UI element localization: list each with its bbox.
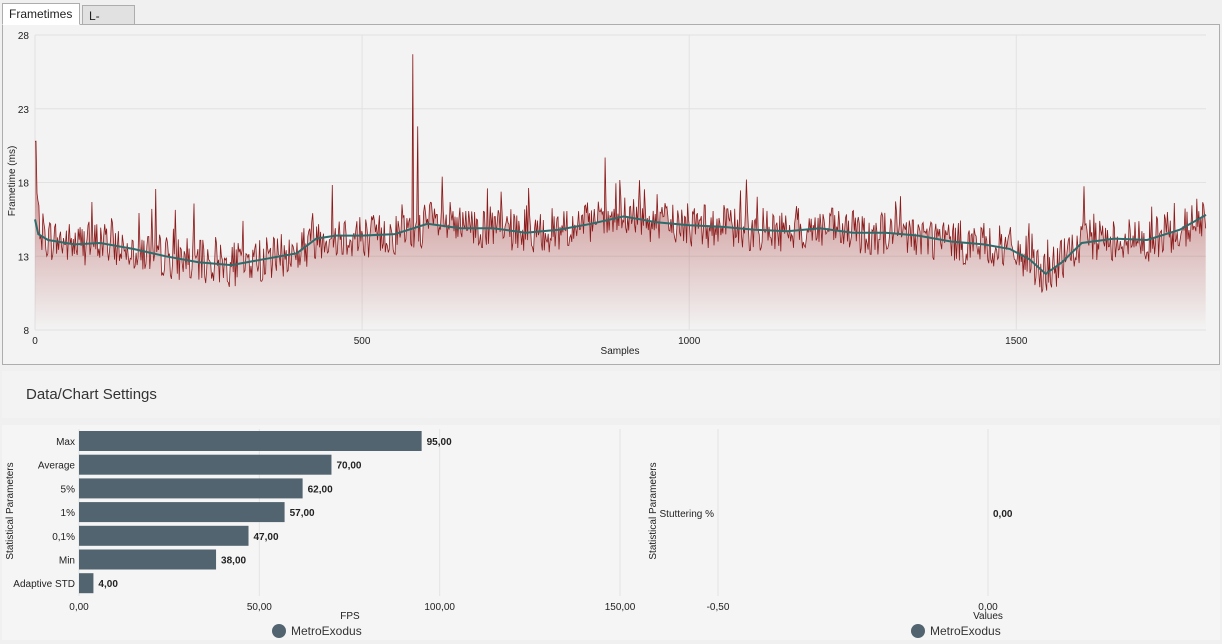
bar-value-label: 0,00 (993, 509, 1013, 520)
stat-bar[interactable] (79, 549, 217, 570)
y-tick-label: 13 (18, 252, 30, 263)
x-tick-label: 150,00 (605, 602, 636, 613)
data-chart-settings-bar[interactable]: Data/Chart Settings (2, 371, 1220, 418)
x-tick-label: 0 (32, 336, 38, 347)
category-label: 1% (61, 508, 76, 519)
stuttering-legend-label: MetroExodus (930, 624, 1001, 638)
stuttering-legend[interactable]: MetroExodus (911, 624, 1001, 638)
stuttering-x-axis-label: Values (973, 611, 1003, 622)
stat-bar[interactable] (79, 525, 249, 546)
stat-bar[interactable] (79, 431, 422, 451)
x-tick-label: 500 (354, 336, 371, 347)
x-tick-label: 0,00 (978, 602, 998, 613)
legend-marker-icon (272, 624, 286, 638)
legend-marker-icon (911, 624, 925, 638)
bar-value-label: 95,00 (427, 437, 452, 448)
stuttering-chart: Stuttering % 0,00 -0,50 0,00 Statistical P… (648, 429, 1013, 622)
y-tick-label: 8 (23, 326, 29, 337)
y-tick-label: 18 (18, 179, 30, 190)
stat-bar[interactable] (79, 573, 94, 594)
stat-bar[interactable] (79, 502, 285, 523)
category-label: Stuttering % (660, 509, 715, 520)
category-label: Max (56, 437, 75, 448)
x-tick-label: 100,00 (424, 602, 455, 613)
stat-bar[interactable] (79, 454, 332, 475)
fps-legend-label: MetroExodus (291, 624, 362, 638)
x-tick-label: 1500 (1005, 336, 1028, 347)
category-label: 0,1% (52, 532, 75, 543)
y-axis-label: Frametime (ms) (7, 146, 18, 217)
stat-bar[interactable] (79, 478, 303, 499)
tab-frametimes[interactable]: Frametimes (2, 3, 80, 25)
y-tick-label: 23 (18, 105, 30, 116)
bar-value-label: 38,00 (221, 556, 246, 567)
fps-legend[interactable]: MetroExodus (272, 624, 362, 638)
fps-x-axis-label: FPS (340, 611, 360, 622)
frametime-chart[interactable]: 28 23 18 13 80 500 1000 1500 Samples Frametime … (3, 25, 1219, 364)
bar-value-label: 70,00 (336, 461, 361, 472)
fps-y-axis-label: Statistical Parameters (5, 462, 16, 559)
category-label: 5% (61, 484, 76, 495)
bar-value-label: 62,00 (308, 484, 333, 495)
x-tick-label: 50,00 (247, 602, 272, 613)
x-axis-label: Samples (601, 346, 640, 357)
frametime-series-line (34, 54, 1207, 293)
x-tick-label: -0,50 (707, 602, 730, 613)
statistics-panel: Max 95,00 Average 70,00 5% 62,00 1% 57,00 0,1% 47… (2, 425, 1220, 640)
settings-title[interactable]: Data/Chart Settings (26, 386, 157, 403)
bar-value-label: 47,00 (254, 532, 279, 543)
frametime-chart-panel: 28 23 18 13 8 0 500 1000 1500 Samples Frametime … (2, 24, 1220, 365)
category-label: Average (38, 461, 76, 472)
bar-value-label: 57,00 (290, 508, 315, 519)
category-label: Min (59, 556, 75, 567)
moving-average-line (34, 214, 1207, 276)
tab-l-shape[interactable]: L-shape (82, 5, 135, 43)
stuttering-y-axis-label: Statistical Parameters (648, 462, 659, 559)
x-tick-label: 0,00 (69, 602, 89, 613)
x-tick-label: 1000 (678, 336, 701, 347)
fps-statistics-chart: Max 95,00 Average 70,00 5% 62,00 1% 57,00 0,1% 47… (5, 429, 636, 622)
y-tick-label: 28 (18, 31, 30, 42)
category-label: Adaptive STD (13, 579, 75, 590)
bar-value-label: 4,00 (98, 579, 118, 590)
